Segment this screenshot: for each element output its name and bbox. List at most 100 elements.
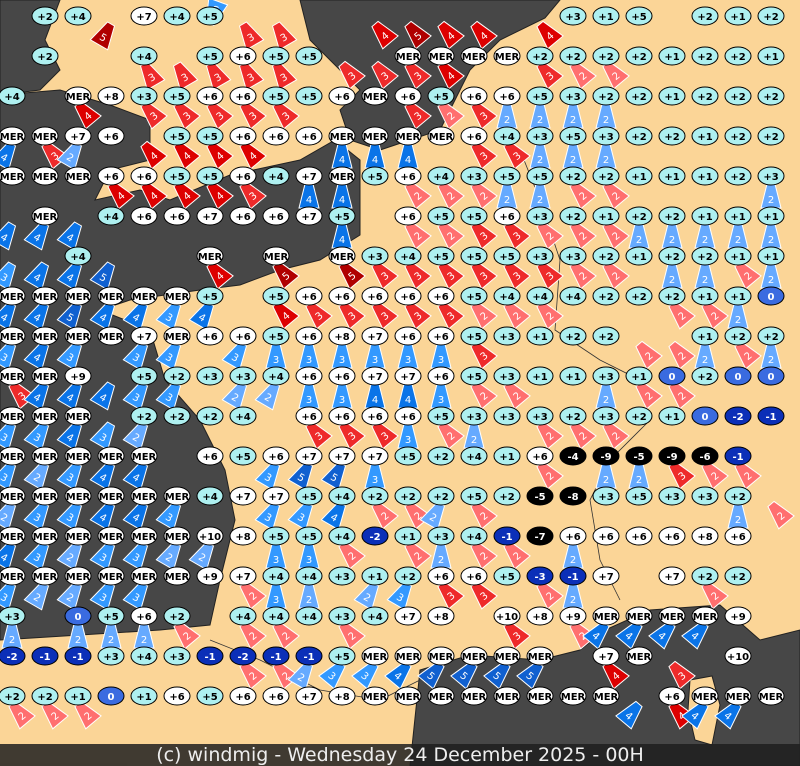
- wind-speed-label: 3: [677, 670, 689, 683]
- wind-speed-label: 3: [545, 70, 557, 83]
- sea-marker: MER: [97, 446, 125, 466]
- temperature-label: +6: [136, 212, 151, 223]
- wind-speed-label: 2: [611, 230, 623, 243]
- temperature-label: +6: [433, 572, 448, 583]
- temperature-marker: +4: [229, 406, 257, 426]
- temperature-label: +3: [532, 212, 547, 223]
- wind-speed-label: 4: [196, 312, 207, 325]
- temperature-marker: +6: [592, 526, 620, 546]
- wind-speed-label: 4: [130, 512, 141, 525]
- wind-speed-label: 2: [710, 470, 722, 483]
- temperature-label: +1: [664, 412, 679, 423]
- wind-speed-label: 5: [523, 670, 535, 683]
- sea-marker: MER: [31, 486, 59, 506]
- wind-speed-label: 2: [229, 392, 240, 405]
- temperature-marker: +7: [262, 486, 290, 506]
- wind-speed-label: 3: [479, 230, 491, 243]
- temperature-label: +5: [169, 92, 184, 103]
- temperature-label: +7: [70, 132, 85, 143]
- wind-speed-label: 3: [0, 592, 9, 605]
- temperature-marker: +2: [625, 86, 653, 106]
- temperature-marker: +6: [559, 526, 587, 546]
- temperature-label: +3: [565, 12, 580, 23]
- temperature-label: +4: [532, 292, 547, 303]
- sea-marker: MER: [361, 686, 389, 706]
- temperature-marker: +2: [559, 206, 587, 226]
- wind-speed-label: 3: [306, 555, 312, 566]
- temperature-label: +5: [169, 172, 184, 183]
- wind-speed-label: 3: [413, 110, 425, 123]
- temperature-label: +8: [103, 92, 118, 103]
- temperature-marker: +2: [163, 366, 191, 386]
- temperature-label: +5: [235, 452, 250, 463]
- temperature-label: MER: [429, 52, 454, 63]
- temperature-label: +5: [169, 132, 184, 143]
- temperature-label: +4: [202, 492, 217, 503]
- wind-speed-label: 3: [479, 150, 491, 163]
- temperature-label: MER: [66, 92, 91, 103]
- temperature-label: +6: [433, 372, 448, 383]
- temperature-label: MER: [561, 692, 586, 703]
- temperature-label: MER: [165, 532, 190, 543]
- temperature-label: MER: [99, 572, 124, 583]
- wind-speed-label: 2: [578, 190, 590, 203]
- temperature-label: +6: [136, 172, 151, 183]
- wind-speed-label: 5: [64, 312, 75, 325]
- temperature-label: +2: [37, 52, 52, 63]
- temperature-label: +5: [631, 492, 646, 503]
- temperature-label: +6: [268, 212, 283, 223]
- wind-speed-label: 2: [248, 630, 260, 643]
- temperature-marker: +6: [460, 86, 488, 106]
- temperature-marker: +10: [196, 526, 224, 546]
- temperature-label: +4: [499, 132, 514, 143]
- temperature-marker: +6: [328, 406, 356, 426]
- temperature-marker: +3: [493, 326, 521, 346]
- temperature-label: -2: [237, 652, 248, 663]
- temperature-label: 0: [768, 292, 775, 303]
- wind-speed-label: 3: [372, 355, 378, 366]
- temperature-marker: +1: [559, 366, 587, 386]
- temperature-marker: +3: [196, 366, 224, 386]
- temperature-marker: +1: [64, 686, 92, 706]
- temperature-label: MER: [33, 172, 58, 183]
- wind-speed-label: 3: [405, 355, 411, 366]
- temperature-marker: +6: [130, 606, 158, 626]
- temperature-marker: +4: [163, 6, 191, 26]
- temperature-label: +8: [334, 332, 349, 343]
- wind-speed-label: 2: [50, 710, 62, 723]
- temperature-label: -8: [567, 492, 578, 503]
- wind-speed-label: 2: [776, 510, 788, 523]
- temperature-label: +6: [268, 692, 283, 703]
- temperature-label: +1: [697, 212, 712, 223]
- temperature-marker: +7: [130, 326, 158, 346]
- wind-speed-label: 2: [611, 70, 623, 83]
- temperature-marker: +2: [394, 486, 422, 506]
- temperature-label: +2: [763, 132, 778, 143]
- temperature-label: +5: [268, 52, 283, 63]
- temperature-label: +8: [235, 532, 250, 543]
- temperature-label: +7: [400, 612, 415, 623]
- temperature-marker: +4: [130, 46, 158, 66]
- wind-arrow: 4: [89, 381, 116, 411]
- sea-marker: MER: [163, 526, 191, 546]
- wind-speed-label: 2: [603, 395, 609, 406]
- temperature-marker: +7: [361, 326, 389, 346]
- temperature-marker: +4: [361, 606, 389, 626]
- temperature-label: +3: [532, 412, 547, 423]
- temperature-label: +5: [136, 372, 151, 383]
- temperature-label: +1: [400, 532, 415, 543]
- temperature-marker: +7: [328, 446, 356, 466]
- temperature-label: +3: [499, 372, 514, 383]
- wind-speed-label: 3: [246, 72, 257, 85]
- temperature-label: MER: [165, 492, 190, 503]
- temperature-marker: -1: [724, 446, 752, 466]
- sea-marker: MER: [394, 126, 422, 146]
- temperature-label: MER: [66, 452, 91, 463]
- temperature-label: +6: [334, 372, 349, 383]
- temperature-marker: +2: [724, 46, 752, 66]
- temperature-label: +5: [301, 52, 316, 63]
- temperature-label: +2: [598, 92, 613, 103]
- temperature-label: +6: [466, 92, 481, 103]
- wind-speed-label: 3: [149, 110, 161, 123]
- temperature-marker: +3: [526, 126, 554, 146]
